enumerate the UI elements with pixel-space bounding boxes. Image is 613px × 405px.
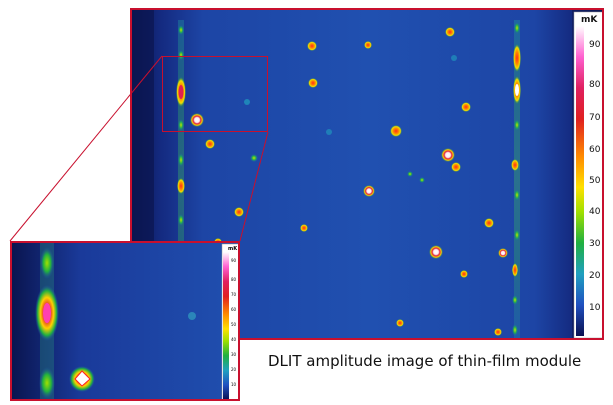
inset-colorbar-unit: mK	[228, 246, 238, 252]
colorbar-tick: 70	[589, 113, 601, 123]
inset-colorbar-tick: 70	[231, 292, 237, 297]
inset-colorbar-tick: 30	[231, 352, 237, 357]
colorbar-tick: 30	[589, 239, 601, 249]
colorbar-tick: 20	[589, 271, 601, 281]
inset-colorbar-tick: 90	[231, 258, 237, 263]
inset-colorbar-tick: 10	[231, 382, 237, 387]
colorbar-tick: 50	[589, 176, 601, 186]
colorbar: mK 90 80 70 60 50 40 30 20 10	[573, 11, 602, 338]
colorbar-unit: mK	[581, 15, 598, 25]
image-caption: DLIT amplitude image of thin-film module	[268, 352, 582, 370]
inset-colorbar-tick: 60	[231, 307, 237, 312]
colorbar-tick: 80	[589, 80, 601, 90]
zoom-selection-box	[162, 56, 268, 132]
inset-colorbar: mK 90 80 70 60 50 40 30 20 10	[221, 243, 238, 399]
inset-colorbar-tick: 40	[231, 337, 237, 342]
colorbar-tick: 90	[589, 40, 601, 50]
colorbar-tick: 40	[589, 207, 601, 217]
colorbar-tick: 60	[589, 145, 601, 155]
colorbar-tick: 10	[589, 303, 601, 313]
thermal-image-inset: mK 90 80 70 60 50 40 30 20 10	[10, 241, 240, 401]
inset-colorbar-tick: 50	[231, 322, 237, 327]
inset-colorbar-tick: 20	[231, 367, 237, 372]
inset-colorbar-tick: 80	[231, 277, 237, 282]
inset-image-svg: mK 90 80 70 60 50 40 30 20 10	[12, 243, 238, 399]
